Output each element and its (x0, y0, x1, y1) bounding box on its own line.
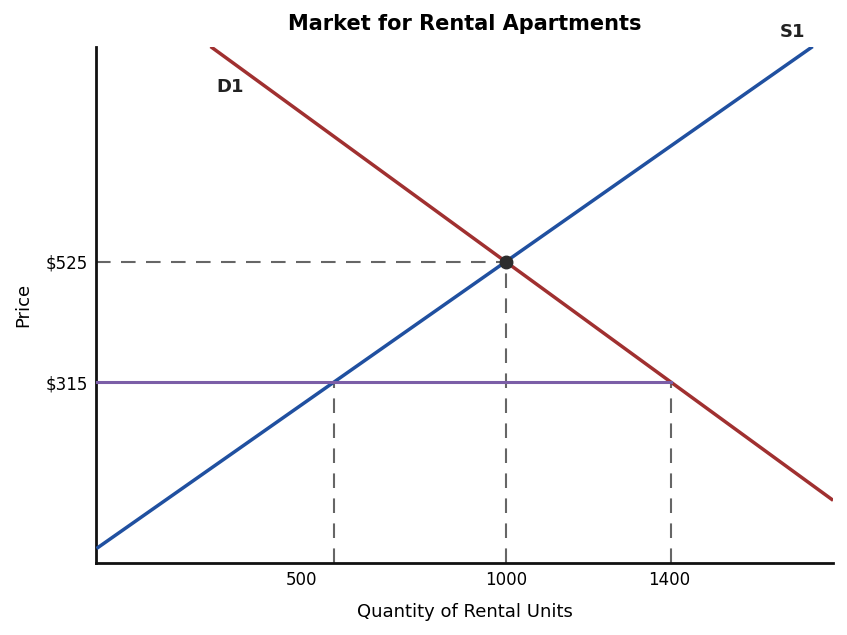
Y-axis label: Price: Price (14, 283, 32, 327)
Title: Market for Rental Apartments: Market for Rental Apartments (288, 14, 641, 34)
Text: D1: D1 (217, 78, 244, 96)
X-axis label: Quantity of Rental Units: Quantity of Rental Units (357, 603, 573, 621)
Text: S1: S1 (780, 23, 805, 41)
